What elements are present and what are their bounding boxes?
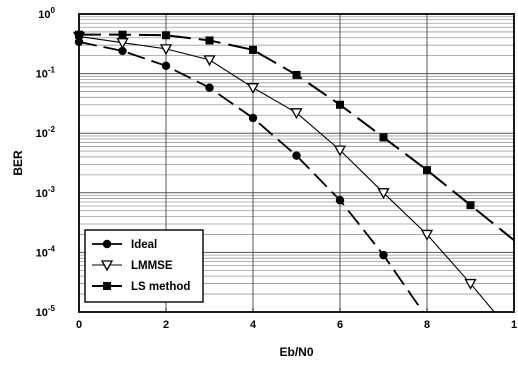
data-point bbox=[335, 196, 345, 205]
legend-swatch-marker bbox=[100, 260, 114, 272]
y-tick-label: 10-2 bbox=[36, 125, 56, 140]
data-point bbox=[159, 44, 173, 56]
legend-label: Ideal bbox=[131, 239, 157, 251]
x-tick-label: 2 bbox=[163, 319, 169, 331]
data-point bbox=[377, 188, 390, 200]
y-tick-label: 10-3 bbox=[36, 185, 56, 200]
x-axis-title: Eb/N0 bbox=[279, 345, 313, 359]
data-point bbox=[161, 61, 171, 71]
data-point bbox=[118, 46, 127, 56]
legend-swatch-marker bbox=[102, 239, 112, 249]
y-axis-title: BER bbox=[11, 150, 25, 176]
x-tick-label: 8 bbox=[424, 319, 430, 331]
data-point bbox=[379, 250, 388, 260]
axis-ticks: 0 2 4 6 8 1 100 10-1 10-2 10-3 10-4 10-5 bbox=[36, 6, 517, 331]
data-point bbox=[423, 166, 431, 175]
legend-swatch-marker bbox=[103, 282, 111, 290]
data-point bbox=[466, 201, 475, 210]
y-tick-label: 100 bbox=[38, 6, 55, 21]
data-point bbox=[205, 83, 214, 92]
y-tick-label: 10-5 bbox=[36, 304, 56, 319]
data-point bbox=[292, 70, 301, 79]
y-tick-label: 10-4 bbox=[36, 244, 56, 259]
data-point bbox=[118, 30, 127, 39]
series-ideal bbox=[74, 37, 424, 313]
legend: Ideal LMMSE LS method bbox=[84, 229, 204, 303]
data-point bbox=[116, 38, 129, 50]
y-tick-label: 10-1 bbox=[36, 66, 56, 81]
data-point bbox=[248, 113, 258, 123]
data-point bbox=[464, 278, 477, 290]
data-point bbox=[420, 229, 434, 241]
plot-frame bbox=[78, 13, 515, 313]
x-tick-label: 6 bbox=[337, 319, 343, 331]
data-point bbox=[292, 151, 301, 160]
data-point bbox=[205, 36, 214, 45]
legend-label: LMMSE bbox=[131, 260, 173, 272]
data-point bbox=[162, 31, 170, 40]
data-point bbox=[246, 83, 260, 95]
data-point bbox=[290, 108, 303, 120]
data-point bbox=[336, 100, 344, 109]
data-point bbox=[249, 45, 257, 54]
legend-label: LS method bbox=[131, 281, 190, 293]
data-point bbox=[333, 145, 347, 157]
x-tick-label: 4 bbox=[250, 319, 257, 331]
data-point bbox=[379, 133, 388, 142]
data-point bbox=[203, 55, 216, 67]
x-tick-label: 0 bbox=[76, 319, 82, 331]
x-tick-label: 1 bbox=[511, 319, 517, 331]
